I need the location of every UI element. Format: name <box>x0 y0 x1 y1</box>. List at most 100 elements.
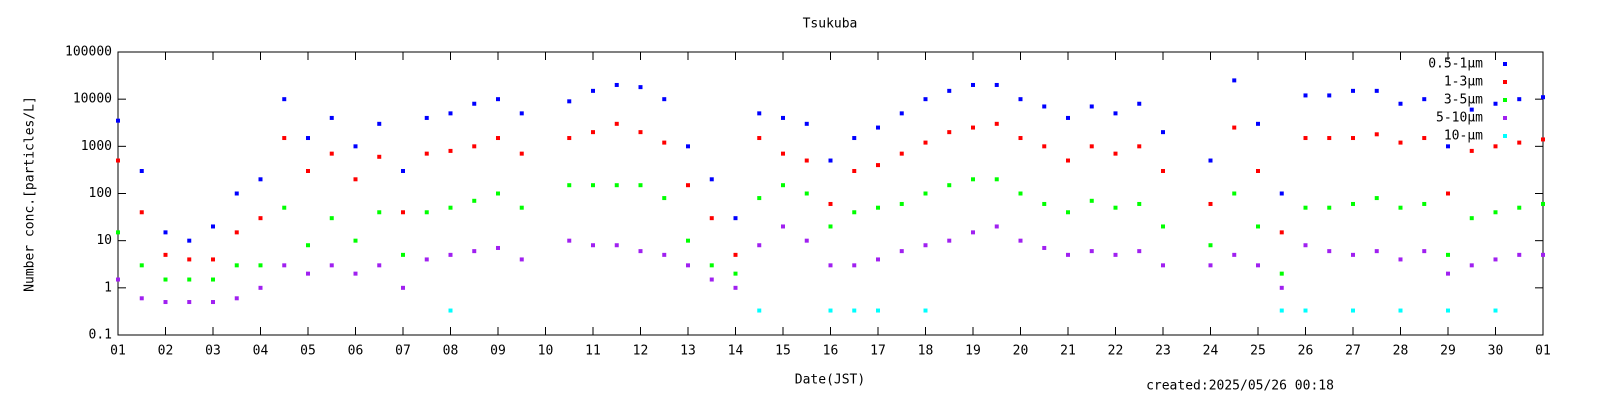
point <box>591 88 595 93</box>
legend-marker <box>1503 80 1507 84</box>
point <box>116 118 120 123</box>
point <box>211 224 215 229</box>
point <box>116 158 120 163</box>
point <box>971 82 975 87</box>
point <box>1493 101 1498 106</box>
point <box>994 82 999 87</box>
point <box>448 205 453 210</box>
point <box>1042 104 1047 109</box>
y-tick-label: 100000 <box>65 45 112 60</box>
point <box>139 263 144 268</box>
point <box>519 111 524 116</box>
point <box>163 300 168 305</box>
point <box>567 238 572 243</box>
point <box>1066 158 1070 163</box>
point <box>1066 210 1070 215</box>
point <box>567 136 572 141</box>
point <box>804 238 809 243</box>
point <box>686 183 690 188</box>
y-tick-label: 100 <box>89 186 112 201</box>
point <box>994 224 999 229</box>
point <box>781 224 785 229</box>
legend-label: 10-μm <box>1444 129 1483 144</box>
point <box>733 271 738 276</box>
point <box>1374 88 1379 93</box>
point <box>1279 285 1284 290</box>
point <box>258 177 263 182</box>
x-tick-label: 13 <box>680 344 696 359</box>
point <box>804 158 809 163</box>
point <box>947 238 952 243</box>
point <box>757 196 762 201</box>
legend-marker <box>1503 116 1507 120</box>
point <box>662 252 667 257</box>
point <box>733 252 738 257</box>
point <box>139 168 144 173</box>
point <box>614 82 619 87</box>
point <box>1256 263 1260 268</box>
point <box>923 243 928 248</box>
point <box>1232 191 1237 196</box>
point <box>1541 252 1545 257</box>
point <box>234 296 239 301</box>
point <box>1208 243 1213 248</box>
point <box>662 196 667 201</box>
point <box>329 263 334 268</box>
point <box>994 177 999 182</box>
point <box>1113 205 1118 210</box>
point <box>709 216 714 221</box>
point <box>496 191 500 196</box>
point <box>1018 97 1023 102</box>
point <box>1327 249 1332 254</box>
point <box>282 205 287 210</box>
point <box>1018 191 1023 196</box>
legend-label: 1-3μm <box>1444 75 1483 90</box>
legend-marker <box>1503 62 1507 66</box>
point <box>876 205 880 210</box>
point <box>947 88 952 93</box>
point <box>1303 308 1308 313</box>
point <box>1374 196 1379 201</box>
point <box>1018 136 1023 141</box>
point <box>591 183 595 188</box>
point <box>258 216 263 221</box>
point <box>424 151 429 156</box>
x-tick-label: 24 <box>1203 344 1219 359</box>
point <box>876 308 880 313</box>
legend-label: 5-10μm <box>1436 111 1483 126</box>
point <box>1042 245 1047 250</box>
x-tick-label: 27 <box>1345 344 1361 359</box>
point <box>709 263 714 268</box>
x-tick-label: 30 <box>1488 344 1504 359</box>
point <box>377 121 382 126</box>
point <box>187 238 192 243</box>
point <box>1517 252 1522 257</box>
point <box>1446 144 1450 149</box>
point <box>1351 201 1355 206</box>
point <box>1493 144 1498 149</box>
point <box>282 97 287 102</box>
y-tick-label: 10000 <box>73 92 112 107</box>
point <box>472 101 477 106</box>
x-tick-label: 26 <box>1298 344 1314 359</box>
point <box>1279 191 1284 196</box>
point <box>1113 252 1118 257</box>
x-tick-label: 11 <box>585 344 601 359</box>
point <box>448 111 453 116</box>
point <box>876 163 880 168</box>
point <box>1517 140 1522 145</box>
point <box>757 111 762 116</box>
point <box>424 210 429 215</box>
x-tick-label: 16 <box>823 344 839 359</box>
point <box>519 257 524 262</box>
point <box>1208 158 1213 163</box>
point <box>1279 308 1284 313</box>
point <box>472 198 477 203</box>
point <box>401 168 405 173</box>
point <box>1422 136 1427 141</box>
point <box>1256 168 1260 173</box>
point <box>1113 151 1118 156</box>
x-tick-label: 18 <box>918 344 934 359</box>
point <box>852 168 857 173</box>
legend-label: 0.5-1μm <box>1428 57 1483 72</box>
